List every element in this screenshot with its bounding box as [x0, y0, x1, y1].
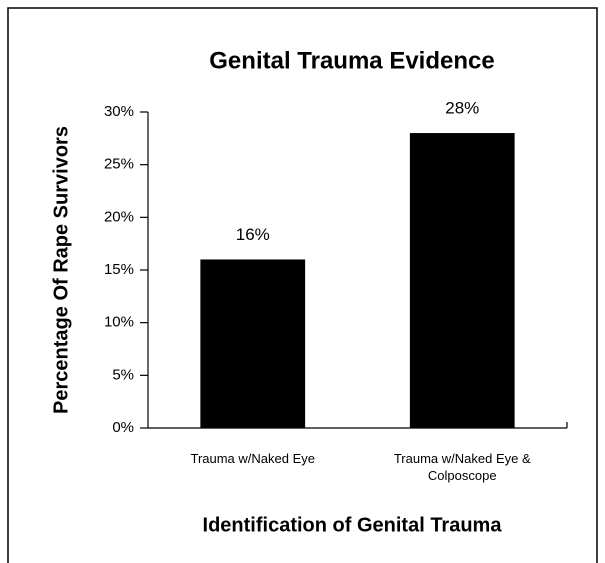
y-tick-label: 30% [104, 103, 134, 120]
x-tick-label: Trauma w/Naked Eye [190, 451, 315, 466]
value-label: 28% [445, 99, 479, 118]
y-tick-label: 10% [104, 314, 134, 331]
y-tick-label: 20% [104, 208, 134, 225]
y-tick-label: 25% [104, 156, 134, 173]
frame [7, 7, 598, 563]
x-axis-label: Identification of Genital Trauma [203, 514, 503, 536]
y-axis-label: Percentage Of Rape Survivors [50, 126, 72, 414]
x-tick-label: Trauma w/Naked Eye & Colposcope [393, 451, 531, 483]
value-label: 16% [236, 225, 270, 244]
chart-title: Genital Trauma Evidence [209, 47, 494, 74]
y-tick-label: 0% [112, 419, 134, 436]
y-tick-label: 5% [112, 366, 134, 383]
bar [200, 259, 306, 428]
bar [409, 133, 515, 429]
y-tick-label: 15% [104, 261, 134, 278]
